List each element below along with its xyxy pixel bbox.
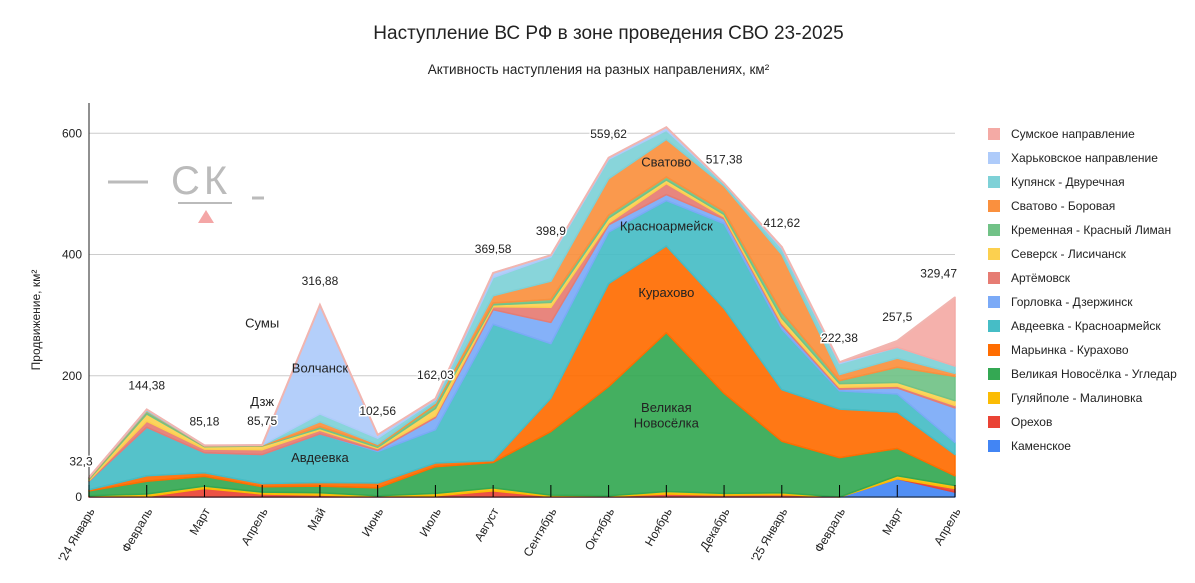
y-tick-label: 200	[62, 369, 82, 383]
x-tick-label: Декабрь	[697, 506, 733, 554]
legend-item[interactable]: Каменское	[988, 434, 1177, 458]
y-tick-label: 0	[75, 490, 82, 504]
chart-subtitle: Активность наступления на разных направл…	[427, 62, 770, 77]
legend-label: Северск - Лисичанск	[1011, 247, 1126, 261]
area-annotation: Сумы	[245, 315, 279, 330]
x-tick-label: Июнь	[359, 506, 386, 539]
legend-swatch	[988, 152, 1000, 164]
legend-swatch	[988, 224, 1000, 236]
x-tick-label: Март	[187, 505, 214, 537]
y-tick-label: 400	[62, 248, 82, 262]
legend-swatch	[988, 320, 1000, 332]
x-tick-label: Апрель	[238, 506, 270, 548]
x-tick-label: Февраль	[119, 506, 156, 555]
legend-item[interactable]: Сватово - Боровая	[988, 194, 1177, 218]
legend-swatch	[988, 296, 1000, 308]
svg-text:СК: СК	[171, 159, 231, 203]
legend-label: Орехов	[1011, 415, 1053, 429]
data-label: 559,62	[590, 127, 627, 141]
legend-item[interactable]: Сумское направление	[988, 122, 1177, 146]
legend: Сумское направление Харьковское направлен…	[988, 122, 1177, 458]
legend-label: Сумское направление	[1011, 127, 1135, 141]
legend-label: Кременная - Красный Лиман	[1011, 223, 1172, 237]
legend-swatch	[988, 176, 1000, 188]
legend-label: Харьковское направление	[1011, 151, 1158, 165]
area-annotation: Великая	[641, 400, 692, 415]
data-label: 32,3	[69, 454, 93, 468]
legend-item[interactable]: Горловка - Дзержинск	[988, 290, 1177, 314]
area-annotation: Курахово	[638, 285, 694, 300]
x-tick-label: Июль	[417, 506, 444, 540]
y-tick-label: 600	[62, 126, 82, 140]
x-tick-label: Май	[305, 506, 329, 533]
x-tick-label: Март	[879, 505, 906, 537]
area-annotation: Волчанск	[292, 361, 349, 376]
legend-item[interactable]: Великая Новосёлка - Угледар	[988, 362, 1177, 386]
data-label: 144,38	[128, 378, 165, 392]
y-axis-label: Продвижение, км²	[29, 270, 43, 371]
legend-swatch	[988, 272, 1000, 284]
data-label: 412,62	[763, 216, 800, 230]
legend-item[interactable]: Кременная - Красный Лиман	[988, 218, 1177, 242]
legend-swatch	[988, 344, 1000, 356]
data-label: 329,47	[920, 266, 957, 280]
x-tick-label: Октябрь	[582, 506, 617, 553]
legend-swatch	[988, 392, 1000, 404]
legend-item[interactable]: Артёмовск	[988, 266, 1177, 290]
legend-swatch	[988, 416, 1000, 428]
legend-label: Гуляйполе - Малиновка	[1011, 391, 1143, 405]
data-label: 517,38	[706, 152, 743, 166]
legend-swatch	[988, 440, 1000, 452]
legend-label: Горловка - Дзержинск	[1011, 295, 1133, 309]
legend-swatch	[988, 248, 1000, 260]
data-label: 85,75	[247, 414, 277, 428]
data-label: 222,38	[821, 331, 858, 345]
legend-item[interactable]: Орехов	[988, 410, 1177, 434]
total-outline	[88, 126, 956, 479]
legend-item[interactable]: Харьковское направление	[988, 146, 1177, 170]
x-tick-label: Апрель	[931, 506, 963, 548]
legend-item[interactable]: Купянск - Двуречная	[988, 170, 1177, 194]
x-tick-label: '24 Январь	[55, 506, 97, 565]
area-annotation: Красноармейск	[620, 218, 713, 233]
chart-title: Наступление ВС РФ в зоне проведения СВО …	[373, 23, 844, 44]
legend-label: Великая Новосёлка - Угледар	[1011, 367, 1177, 381]
x-tick-label: Август	[472, 505, 502, 544]
x-tick-label: Сентябрь	[520, 506, 559, 560]
data-label: 369,58	[475, 242, 512, 256]
legend-label: Купянск - Двуречная	[1011, 175, 1125, 189]
data-label: 398,9	[536, 224, 566, 238]
data-label: 257,5	[882, 310, 912, 324]
area-annotation: Дзж	[250, 394, 274, 409]
data-label: 102,56	[359, 404, 396, 418]
legend-label: Сватово - Боровая	[1011, 199, 1116, 213]
legend-item[interactable]: Гуляйполе - Малиновка	[988, 386, 1177, 410]
legend-label: Каменское	[1011, 439, 1071, 453]
area-annotation: Сватово	[641, 155, 691, 170]
area-annotation: Авдеевка	[291, 450, 349, 465]
legend-label: Марьинка - Курахово	[1011, 343, 1129, 357]
legend-swatch	[988, 368, 1000, 380]
legend-label: Артёмовск	[1011, 271, 1070, 285]
data-label: 85,18	[189, 414, 219, 428]
legend-swatch	[988, 200, 1000, 212]
legend-swatch	[988, 128, 1000, 140]
x-tick-label: '25 Январь	[748, 506, 790, 565]
legend-item[interactable]: Авдеевка - Красноармейск	[988, 314, 1177, 338]
x-tick-label: Февраль	[812, 506, 849, 555]
watermark-logo: СК	[108, 159, 264, 223]
area-annotation: Новосёлка	[634, 415, 700, 430]
x-tick-label: Ноябрь	[642, 506, 675, 549]
legend-item[interactable]: Марьинка - Курахово	[988, 338, 1177, 362]
data-label: 316,88	[302, 274, 339, 288]
legend-label: Авдеевка - Красноармейск	[1011, 319, 1161, 333]
legend-item[interactable]: Северск - Лисичанск	[988, 242, 1177, 266]
data-label: 162,03	[417, 368, 454, 382]
